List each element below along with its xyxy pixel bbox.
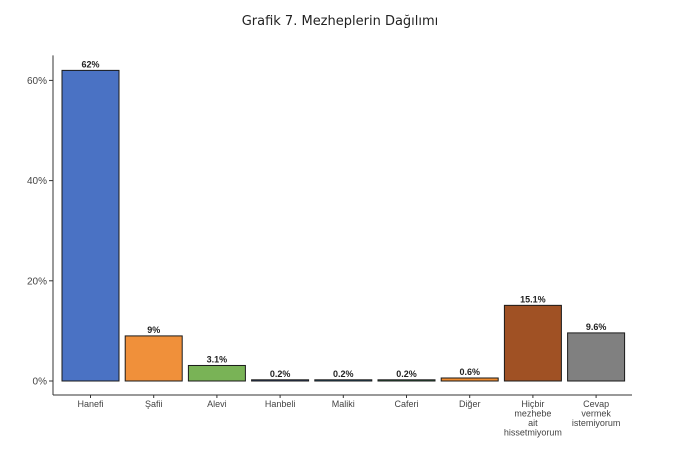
- value-labels: 62% 9% 3.1% 0.2% 0.2% 0.2% 0.6% 15.1% 9.6%: [81, 59, 606, 378]
- bar: [61, 69, 120, 382]
- chart-title: Grafik 7. Mezheplerin Dağılımı: [241, 14, 439, 29]
- x-tick-label: Diğer: [459, 399, 481, 409]
- data-label: 0.2%: [270, 369, 291, 379]
- data-label: 0.2%: [333, 369, 354, 379]
- bar: [187, 364, 246, 382]
- data-label: 62%: [81, 59, 99, 69]
- y-tick-label: 60%: [27, 76, 47, 87]
- bar: [503, 304, 562, 382]
- bars: [61, 69, 626, 382]
- y-tick-label: 0%: [33, 377, 48, 388]
- x-tick-label: Şafii: [145, 399, 163, 409]
- x-tick-label: Alevi: [207, 399, 227, 409]
- bar: [377, 379, 436, 382]
- bar: [314, 379, 373, 382]
- data-label: 0.6%: [459, 367, 480, 377]
- x-tick-label: Cevap vermek istemiyorum: [572, 399, 621, 428]
- data-label: 15.1%: [520, 294, 546, 304]
- x-tick-label: Maliki: [332, 399, 355, 409]
- bar: [567, 332, 626, 382]
- x-tick-label: Caferi: [394, 399, 418, 409]
- x-tick-label: Hiçbir mezhebe ait hissetmiyorum: [504, 399, 562, 438]
- x-tick-label: Hanefi: [77, 399, 103, 409]
- x-tick-label: Hanbeli: [265, 399, 296, 409]
- y-tick-label: 40%: [27, 176, 47, 187]
- y-tick-label: 20%: [27, 276, 47, 287]
- bar: [440, 377, 499, 382]
- data-label: 9.6%: [586, 322, 607, 332]
- y-axis-ticks: 0% 20% 40% 60%: [27, 76, 53, 388]
- data-label: 3.1%: [207, 354, 228, 364]
- bar: [251, 379, 310, 382]
- x-axis-labels: Hanefi Şafii Alevi Hanbeli Maliki Caferi Diğer…: [77, 395, 620, 438]
- data-label: 0.2%: [396, 369, 417, 379]
- bar: [124, 335, 183, 382]
- data-label: 9%: [147, 325, 160, 335]
